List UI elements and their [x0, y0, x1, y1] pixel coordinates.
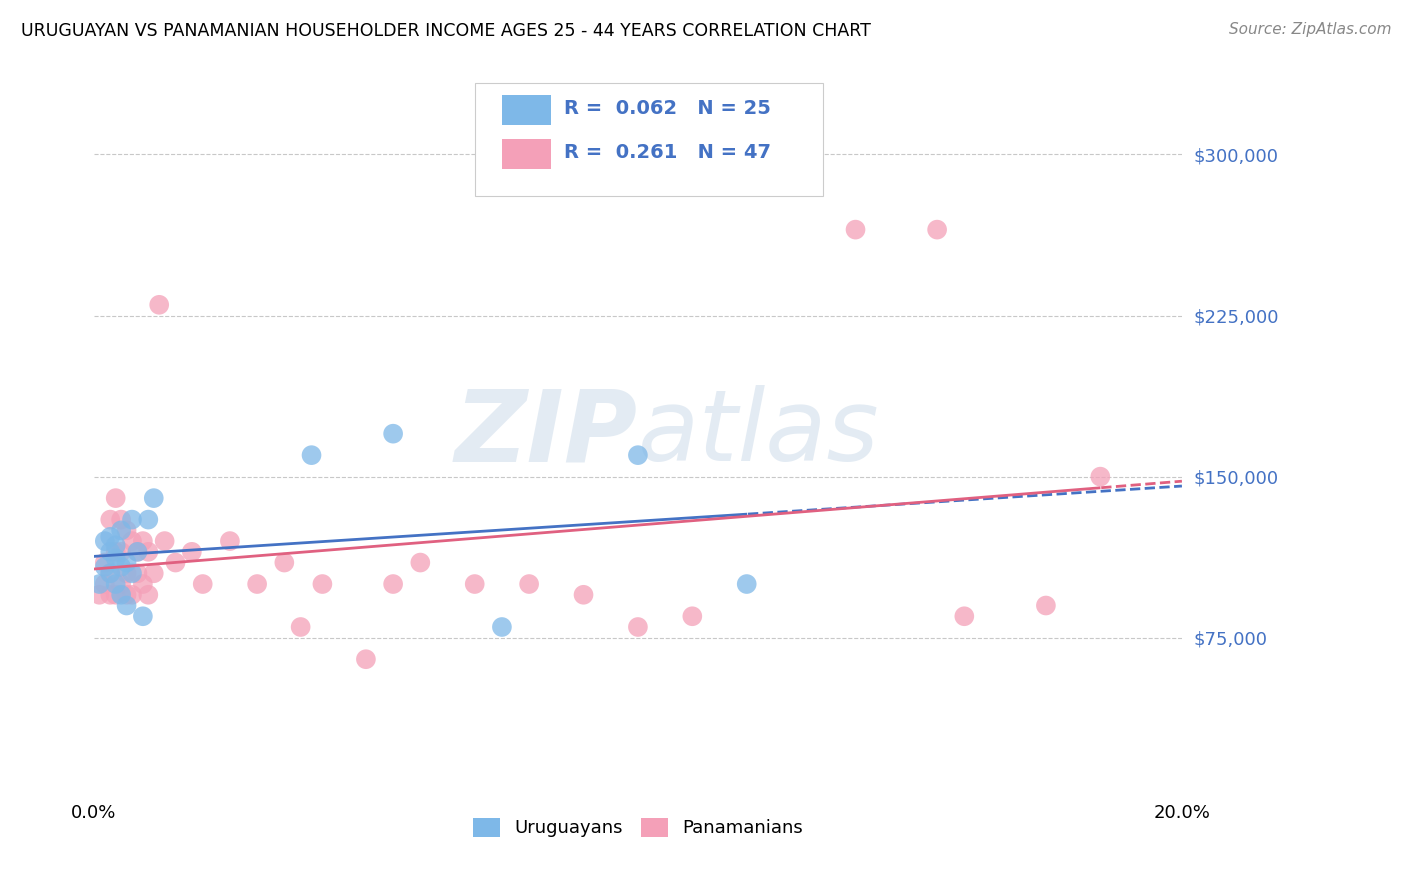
Point [115, 524, 138, 538]
Point [121, 588, 143, 602]
Point [136, 545, 159, 559]
Point [491, 620, 513, 634]
Point [1090, 469, 1112, 483]
Point [89, 588, 111, 602]
Point [127, 545, 149, 559]
Point [273, 556, 295, 570]
Point [844, 222, 866, 236]
Point [104, 538, 127, 552]
Point [94, 577, 117, 591]
Point [132, 577, 155, 591]
Point [382, 577, 405, 591]
Point [153, 534, 176, 549]
Text: R =  0.062   N = 25: R = 0.062 N = 25 [564, 99, 770, 118]
Point [927, 222, 949, 236]
Point [953, 609, 976, 624]
Point [98, 530, 121, 544]
Point [121, 534, 143, 549]
Point [94, 534, 117, 549]
Point [382, 426, 405, 441]
Point [290, 620, 312, 634]
Point [180, 545, 202, 559]
Point [627, 448, 650, 462]
Point [132, 609, 155, 624]
Point [354, 652, 377, 666]
Point [110, 588, 132, 602]
Point [142, 566, 165, 581]
Point [219, 534, 242, 549]
Point [110, 513, 132, 527]
Point [1035, 599, 1057, 613]
Point [98, 545, 121, 559]
Point [104, 588, 127, 602]
Text: R =  0.261   N = 47: R = 0.261 N = 47 [564, 143, 770, 162]
Point [148, 298, 170, 312]
Point [98, 566, 121, 581]
Point [110, 524, 132, 538]
Point [246, 577, 269, 591]
Point [127, 566, 149, 581]
FancyBboxPatch shape [475, 83, 823, 196]
Point [464, 577, 486, 591]
Point [115, 588, 138, 602]
Point [89, 577, 111, 591]
Point [104, 577, 127, 591]
Point [572, 588, 595, 602]
Point [142, 491, 165, 505]
Point [104, 551, 127, 566]
Point [121, 513, 143, 527]
Point [98, 566, 121, 581]
Point [98, 513, 121, 527]
Point [115, 599, 138, 613]
Point [735, 577, 758, 591]
FancyBboxPatch shape [502, 138, 551, 169]
Point [681, 609, 703, 624]
Point [104, 545, 127, 559]
Point [136, 513, 159, 527]
Point [311, 577, 333, 591]
Point [627, 620, 650, 634]
Point [165, 556, 187, 570]
Point [115, 566, 138, 581]
Point [301, 448, 323, 462]
Point [409, 556, 432, 570]
Point [136, 588, 159, 602]
Point [191, 577, 214, 591]
Point [121, 566, 143, 581]
Point [104, 491, 127, 505]
Point [115, 556, 138, 570]
Point [94, 556, 117, 570]
Text: URUGUAYAN VS PANAMANIAN HOUSEHOLDER INCOME AGES 25 - 44 YEARS CORRELATION CHART: URUGUAYAN VS PANAMANIAN HOUSEHOLDER INCO… [21, 22, 870, 40]
Point [132, 534, 155, 549]
Point [94, 559, 117, 574]
Text: ZIP: ZIP [456, 385, 638, 483]
FancyBboxPatch shape [502, 95, 551, 126]
Point [98, 588, 121, 602]
Point [110, 577, 132, 591]
Point [517, 577, 540, 591]
Text: atlas: atlas [638, 385, 880, 483]
Text: Source: ZipAtlas.com: Source: ZipAtlas.com [1229, 22, 1392, 37]
Legend: Uruguayans, Panamanians: Uruguayans, Panamanians [465, 811, 810, 845]
Point [110, 559, 132, 574]
Point [110, 545, 132, 559]
Point [127, 545, 149, 559]
